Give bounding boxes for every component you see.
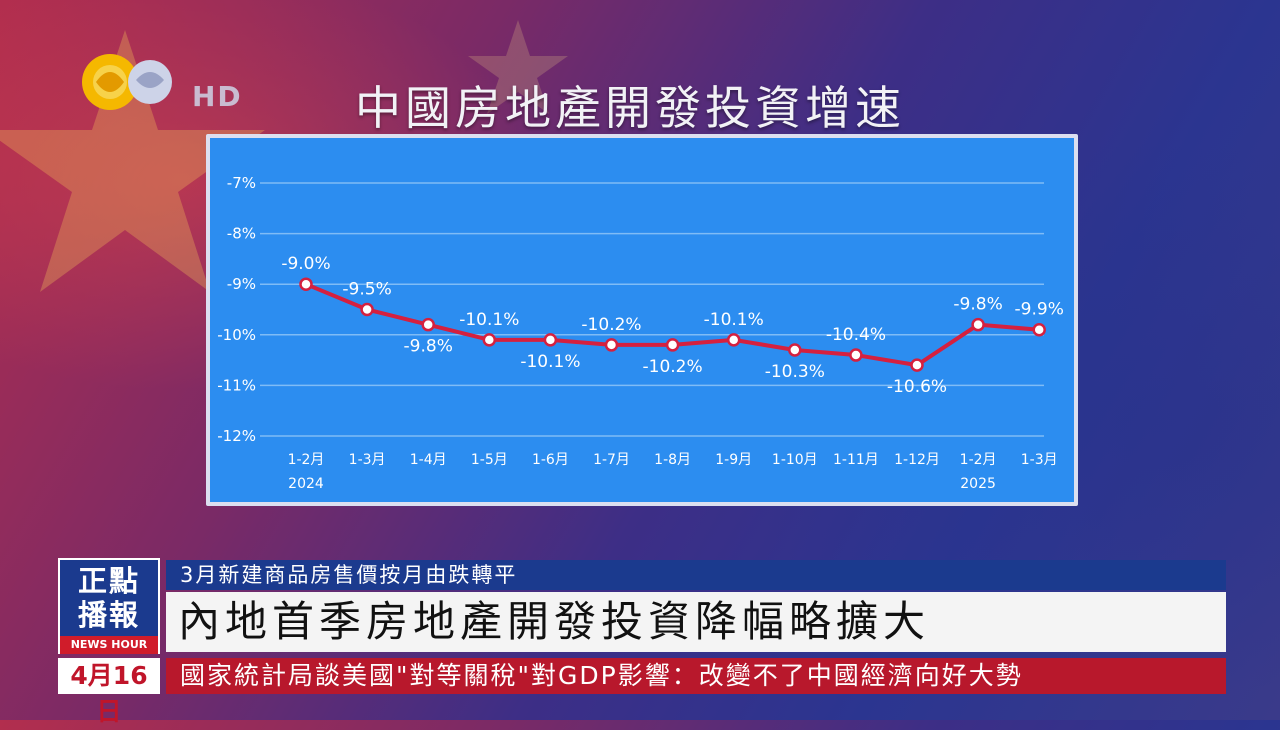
data-point [849, 348, 863, 362]
y-tick-label: -7% [227, 174, 256, 192]
x-tick-label: 1-6月 [532, 452, 569, 468]
data-label: -10.4% [826, 325, 886, 345]
data-label: -9.8% [404, 337, 453, 357]
data-point [543, 333, 558, 347]
x-tick-label: 1-8月 [654, 452, 691, 468]
data-label: -10.1% [704, 310, 764, 330]
x-tick-label: 1-9月 [715, 452, 752, 468]
data-point [299, 277, 313, 291]
x-tick-label: 1-5月 [471, 452, 508, 468]
x-year-label: 2024 [288, 476, 324, 492]
data-label: -9.5% [342, 280, 391, 300]
program-name-line2: 播報 [77, 598, 140, 632]
data-point [421, 317, 435, 332]
data-label: -9.0% [281, 254, 330, 274]
news-ticker: 正點 播報 NEWS HOUR 3月新建商品房售價按月由跌轉平 內地首季房地產開… [58, 558, 1226, 726]
x-tick-label: 1-2月 [288, 452, 325, 468]
data-label: -10.1% [520, 352, 580, 372]
x-tick-label: 1-7月 [593, 452, 630, 468]
data-point [604, 338, 619, 352]
y-tick-label: -9% [227, 275, 256, 293]
data-label: -10.2% [581, 315, 641, 335]
data-label: -9.9% [1015, 300, 1064, 320]
data-point [788, 343, 802, 357]
phoenix-logo [82, 54, 172, 110]
data-point [665, 338, 680, 352]
x-tick-label: 1-3月 [1021, 452, 1058, 468]
data-point [971, 317, 985, 332]
data-label: -9.8% [953, 295, 1002, 315]
data-label: -10.3% [765, 362, 825, 382]
y-tick-label: -12% [217, 427, 256, 445]
program-name-line1: 正點 [77, 564, 140, 598]
chart-panel: -7% -8% -9% -10% -11% -12% 1-2月 1-3月 1-4月 1-5月 1-6… [210, 138, 1074, 502]
x-tick-label: 1-10月 [772, 452, 818, 468]
program-subtitle: NEWS HOUR [58, 636, 160, 654]
chart-title: 中國房地產開發投資增速 [355, 81, 905, 135]
data-label: -10.6% [887, 377, 947, 397]
broadcast-date: 4月16日 [58, 658, 160, 726]
line-chart: -7% -8% -9% -10% -11% -12% 1-2月 1-3月 1-4月 1-5月 1-6… [217, 174, 1064, 492]
y-tick-label: -10% [217, 326, 256, 344]
hd-badge: HD [192, 80, 243, 113]
data-label: -10.1% [459, 310, 519, 330]
news-subheadline: 3月新建商品房售價按月由跌轉平 [166, 560, 1226, 590]
news-crawl: 國家統計局談美國"對等關稅"對GDP影響：改變不了中國經濟向好大勢 [166, 658, 1226, 694]
chart-frame: -7% -8% -9% -10% -11% -12% 1-2月 1-3月 1-4月 1-5月 1-6… [206, 134, 1078, 506]
flag-star-large [0, 30, 265, 292]
x-year-label: 2025 [960, 476, 996, 492]
x-tick-label: 1-11月 [833, 452, 879, 468]
x-tick-label: 1-4月 [410, 452, 447, 468]
y-tick-label: -8% [227, 225, 256, 243]
news-headline: 內地首季房地產開發投資降幅略擴大 [166, 592, 1226, 652]
flag-star-small [468, 20, 568, 114]
y-tick-label: -11% [217, 376, 256, 394]
data-point [726, 333, 741, 347]
x-tick-label: 1-2月 [960, 452, 997, 468]
data-point [360, 302, 374, 317]
x-tick-label: 1-3月 [349, 452, 386, 468]
x-tick-label: 1-12月 [894, 452, 940, 468]
data-point [1032, 322, 1046, 337]
data-point [910, 358, 924, 372]
data-label: -10.2% [643, 357, 703, 377]
data-point [482, 333, 497, 347]
